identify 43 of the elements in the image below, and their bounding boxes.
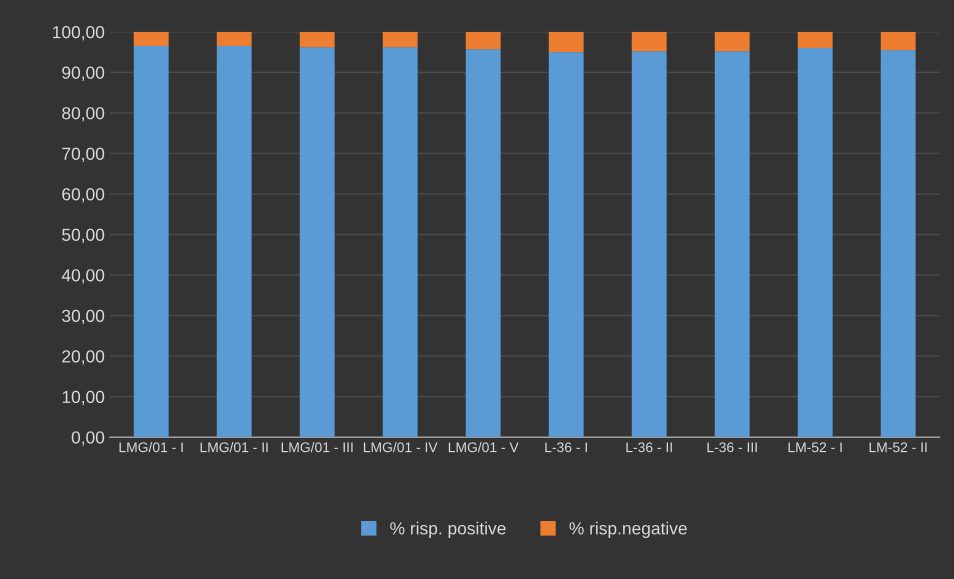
y-tick-label: 70,00 [62,148,104,162]
x-tick-label: LM-52 - I [788,442,842,452]
x-tick-label: LMG/01 - IV [364,442,438,452]
y-tick-label: 40,00 [62,269,104,284]
bar [134,46,169,438]
x-tick-label: LM-52 - II [870,442,927,452]
bar [798,48,833,438]
bar [216,46,252,438]
x-tick-label: L-36 - II [626,442,672,452]
y-tick-label: 0,00 [72,431,104,446]
bar [632,51,667,438]
legend-label: % risp.negative [569,522,687,538]
y-tick-label: 30,00 [62,310,104,324]
bar [216,32,252,46]
y-tick-label: 50,00 [62,228,104,244]
x-tick-label: L-36 - I [545,442,587,452]
bar [714,32,750,52]
y-tick-label: 10,00 [62,390,104,406]
y-tick-label: 20,00 [62,350,104,365]
bar [300,47,335,438]
bar [134,32,169,46]
y-tick-label: 90,00 [62,66,104,81]
bar [798,32,833,48]
bar [714,51,750,438]
x-tick-label: LMG/01 - II [200,442,268,452]
bar [466,49,501,438]
x-tick-label: LMG/01 - I [120,442,183,452]
legend-label: % risp. positive [390,522,506,538]
bar [548,32,584,52]
bar [880,50,916,438]
bar [300,32,335,48]
x-tick-label: L-36 - III [707,442,757,452]
x-tick-label: LMG/01 - III [282,442,353,452]
bar [548,52,584,438]
y-tick-label: 80,00 [62,107,104,122]
bar [382,47,418,438]
bar [880,32,916,50]
x-tick-label: LMG/01 - V [448,442,519,452]
bar [466,32,501,50]
y-tick-label: 100,00 [53,26,104,40]
bar [632,32,667,52]
bar [382,32,418,48]
y-tick-label: 60,00 [62,188,104,202]
